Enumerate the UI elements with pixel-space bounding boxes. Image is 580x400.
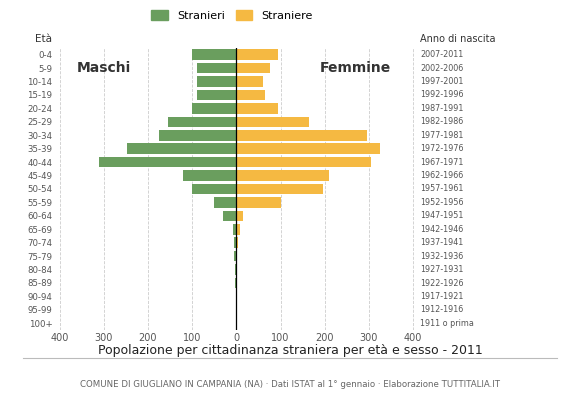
Text: 1997-2001: 1997-2001 xyxy=(420,77,464,86)
Bar xyxy=(192,184,236,194)
Bar xyxy=(197,63,236,73)
Text: 1942-1946: 1942-1946 xyxy=(420,225,464,234)
Bar xyxy=(214,197,236,208)
Text: 1932-1936: 1932-1936 xyxy=(420,252,464,261)
Text: 1937-1941: 1937-1941 xyxy=(420,238,464,247)
Bar xyxy=(183,170,236,181)
Bar xyxy=(159,130,236,140)
Text: 1982-1986: 1982-1986 xyxy=(420,117,464,126)
Text: Anno di nascita: Anno di nascita xyxy=(420,34,496,44)
Text: 2007-2011: 2007-2011 xyxy=(420,50,464,59)
Text: COMUNE DI GIUGLIANO IN CAMPANIA (NA) · Dati ISTAT al 1° gennaio · Elaborazione T: COMUNE DI GIUGLIANO IN CAMPANIA (NA) · D… xyxy=(80,380,500,389)
Bar xyxy=(236,211,244,221)
Bar xyxy=(236,130,367,140)
Text: 1987-1991: 1987-1991 xyxy=(420,104,464,113)
Bar xyxy=(236,144,380,154)
Bar xyxy=(223,211,236,221)
Text: 1912-1916: 1912-1916 xyxy=(420,305,464,314)
Bar xyxy=(236,103,278,114)
Text: 1952-1956: 1952-1956 xyxy=(420,198,464,207)
Text: Maschi: Maschi xyxy=(77,61,131,75)
Text: 2002-2006: 2002-2006 xyxy=(420,64,464,73)
Text: 1992-1996: 1992-1996 xyxy=(420,90,464,100)
Text: 1922-1926: 1922-1926 xyxy=(420,278,464,288)
Bar xyxy=(236,224,240,234)
Text: 1977-1981: 1977-1981 xyxy=(420,131,464,140)
Legend: Stranieri, Straniere: Stranieri, Straniere xyxy=(147,6,317,25)
Bar xyxy=(126,144,236,154)
Bar xyxy=(236,157,371,167)
Bar xyxy=(235,264,236,275)
Bar xyxy=(234,251,236,261)
Bar xyxy=(236,90,265,100)
Bar xyxy=(168,117,236,127)
Bar xyxy=(236,117,309,127)
Bar xyxy=(236,76,263,87)
Bar xyxy=(192,103,236,114)
Text: 1947-1951: 1947-1951 xyxy=(420,211,464,220)
Bar xyxy=(236,184,322,194)
Bar xyxy=(236,264,237,275)
Text: 1917-1921: 1917-1921 xyxy=(420,292,464,301)
Bar xyxy=(233,224,236,234)
Bar xyxy=(236,170,329,181)
Bar xyxy=(236,63,270,73)
Text: Età: Età xyxy=(35,34,52,44)
Text: 1962-1966: 1962-1966 xyxy=(420,171,464,180)
Bar xyxy=(197,76,236,87)
Text: 1957-1961: 1957-1961 xyxy=(420,184,464,194)
Bar xyxy=(99,157,236,167)
Bar xyxy=(197,90,236,100)
Text: 1972-1976: 1972-1976 xyxy=(420,144,464,153)
Text: Femmine: Femmine xyxy=(320,61,392,75)
Bar xyxy=(236,251,237,261)
Bar xyxy=(236,50,278,60)
Text: 1927-1931: 1927-1931 xyxy=(420,265,464,274)
Bar xyxy=(192,50,236,60)
Text: 1911 o prima: 1911 o prima xyxy=(420,319,474,328)
Text: Popolazione per cittadinanza straniera per età e sesso - 2011: Popolazione per cittadinanza straniera p… xyxy=(97,344,483,357)
Bar xyxy=(235,278,236,288)
Text: 1967-1971: 1967-1971 xyxy=(420,158,464,167)
Bar xyxy=(236,197,281,208)
Bar xyxy=(234,238,236,248)
Bar xyxy=(236,238,238,248)
